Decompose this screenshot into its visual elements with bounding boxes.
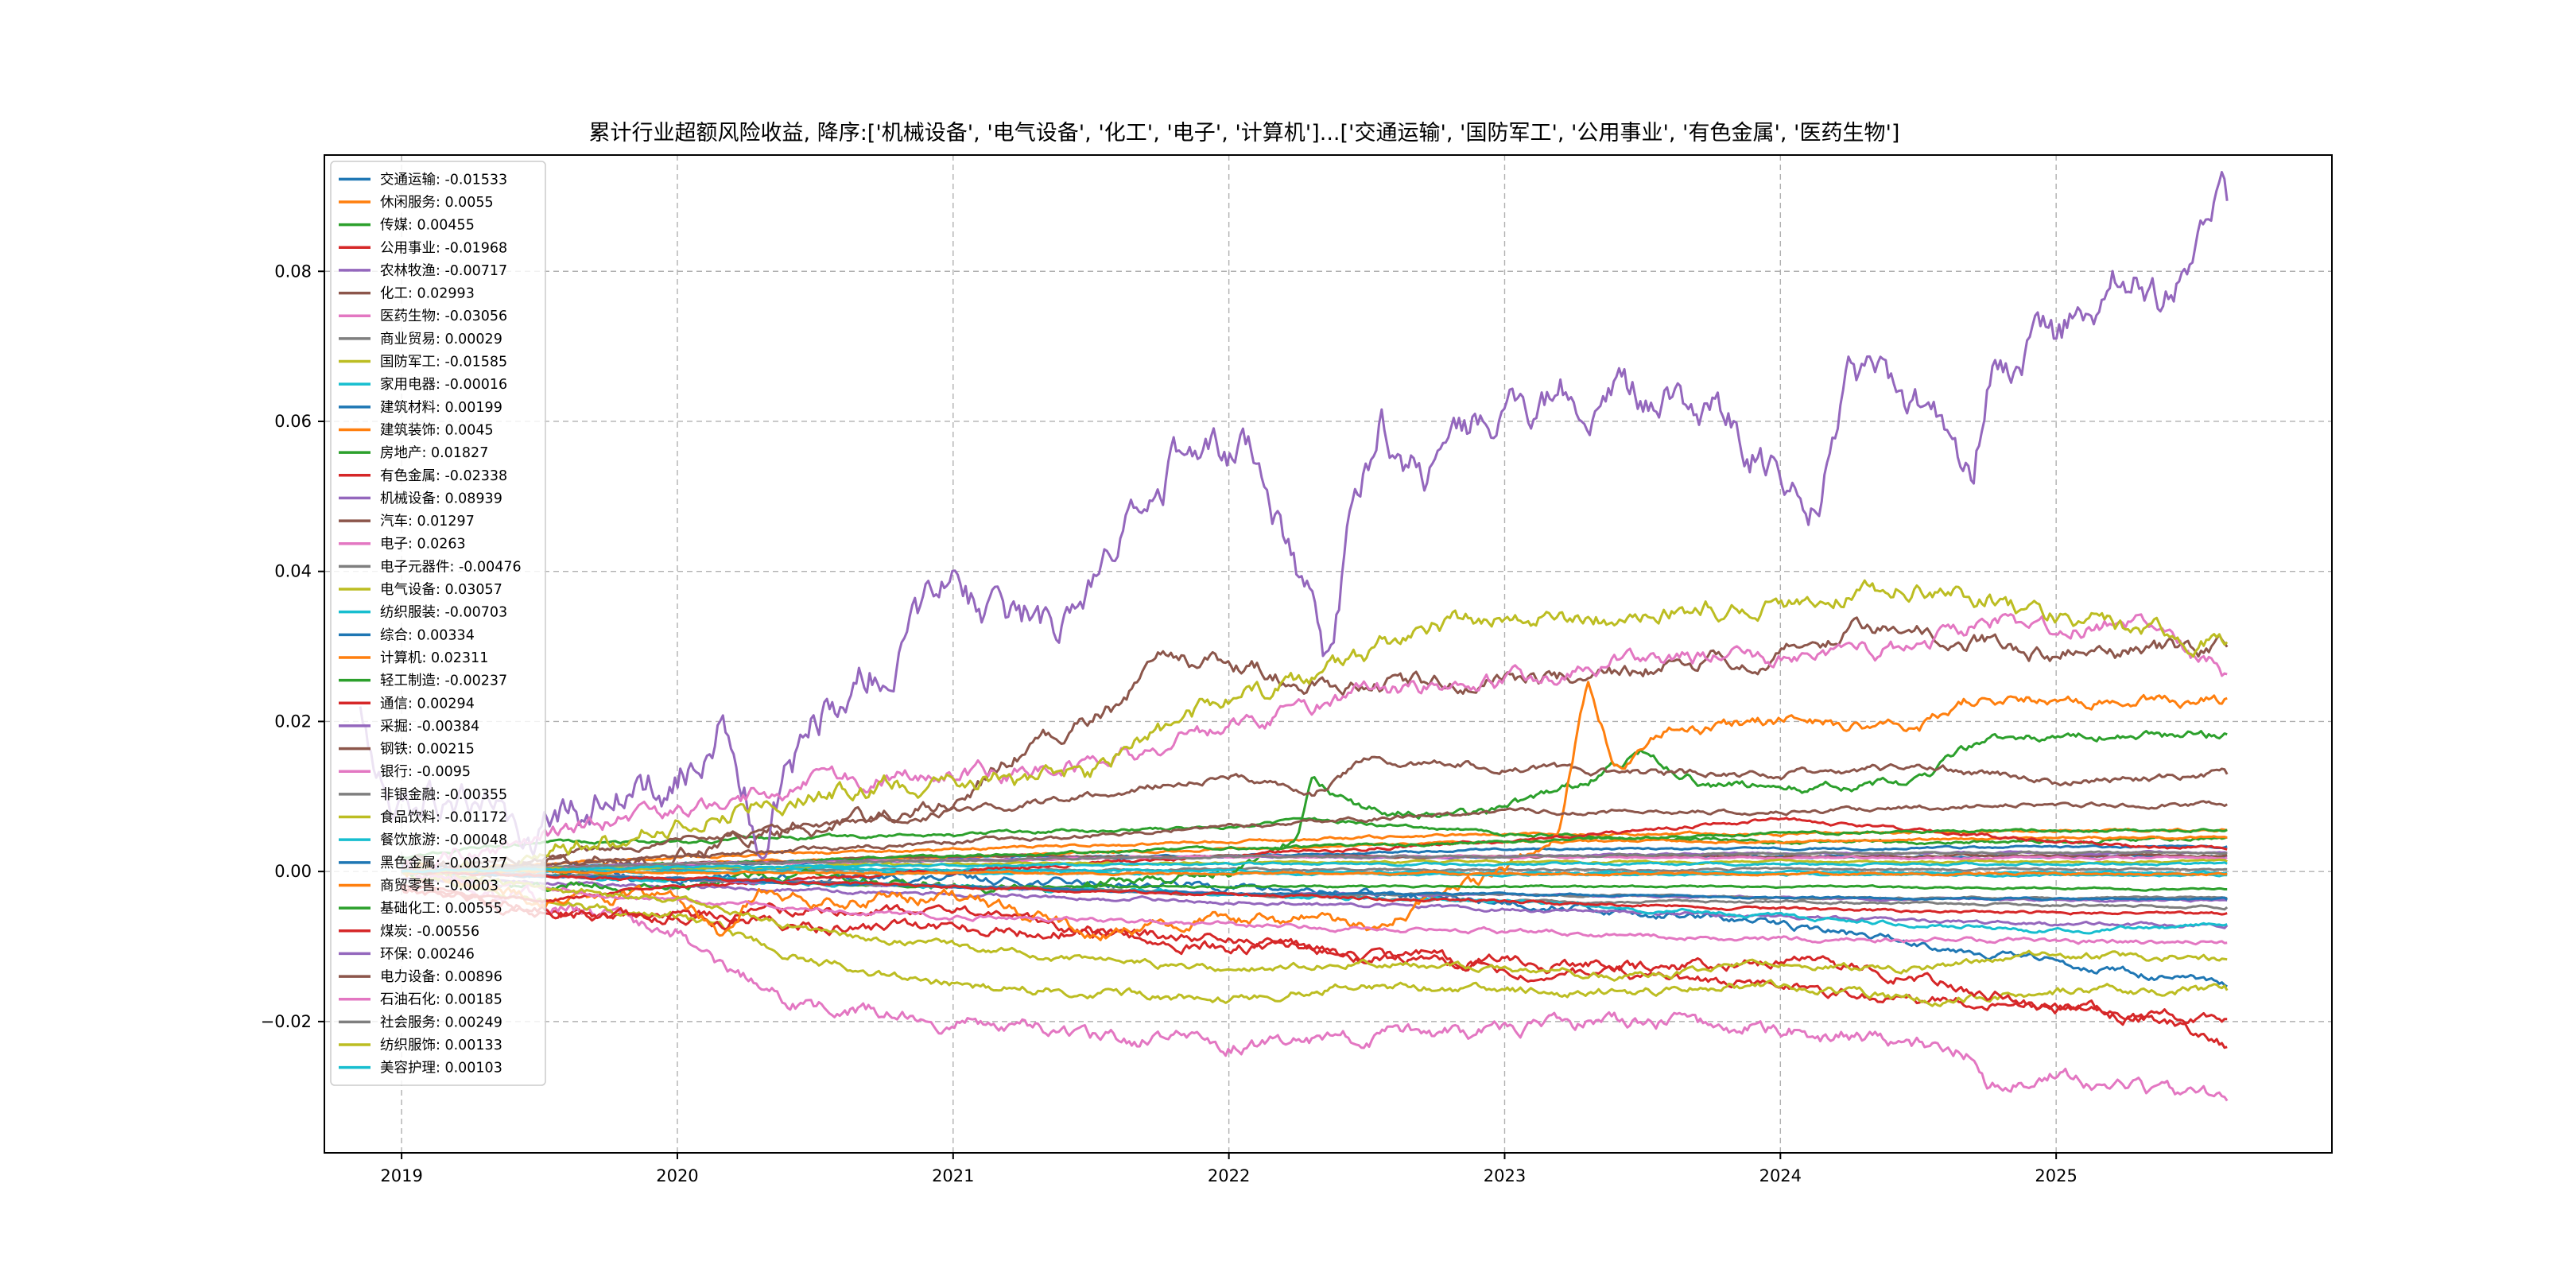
legend-label: 环保: 0.00246 xyxy=(380,946,475,962)
legend-label: 纺织服饰: 0.00133 xyxy=(380,1038,502,1053)
x-tick-label: 2019 xyxy=(380,1166,422,1185)
legend-label: 基础化工: 0.00555 xyxy=(380,901,502,917)
y-tick-label: 0.06 xyxy=(274,412,312,431)
series-line xyxy=(400,865,2229,1102)
series-line xyxy=(401,730,2228,894)
legend-box xyxy=(330,161,546,1086)
legend-label: 商贸零售: -0.0003 xyxy=(380,878,499,894)
x-tick-label: 2023 xyxy=(1484,1166,1526,1185)
series-line xyxy=(401,861,2228,874)
legend-label: 餐饮旅游: -0.00048 xyxy=(380,832,507,848)
x-axis: 2019 2020 2021 2022 2023 2024 2025 xyxy=(380,1153,2077,1185)
series-line xyxy=(402,877,2229,929)
legend-label: 公用事业: -0.01968 xyxy=(380,240,507,256)
y-tick-label: 0.02 xyxy=(274,712,312,731)
legend-label: 银行: -0.0095 xyxy=(380,764,471,780)
legend-label: 房地产: 0.01827 xyxy=(380,445,488,461)
legend-label: 交通运输: -0.01533 xyxy=(380,172,507,188)
series-line xyxy=(401,869,2229,902)
series-line xyxy=(402,858,2228,873)
series-line xyxy=(402,681,2228,941)
legend-label: 国防军工: -0.01585 xyxy=(380,355,507,370)
series-line xyxy=(359,171,2229,860)
legend-label: 商业贸易: 0.00029 xyxy=(380,332,502,347)
legend-label: 社会服务: 0.00249 xyxy=(380,1014,502,1030)
legend-label: 汽车: 0.01297 xyxy=(380,514,475,530)
series-line xyxy=(401,579,2229,883)
series-line xyxy=(401,869,2228,877)
series-line xyxy=(400,616,2229,879)
series-line xyxy=(401,817,2228,859)
legend-label: 建筑装饰: 0.0045 xyxy=(380,422,494,438)
legend-label: 钢铁: 0.00215 xyxy=(380,742,475,758)
legend-label: 采掘: -0.00384 xyxy=(380,719,479,735)
legend-label: 通信: 0.00294 xyxy=(380,696,475,712)
legend-label: 电子: 0.0263 xyxy=(380,537,466,553)
y-tick-label: 0.04 xyxy=(274,562,312,581)
legend-label: 食品饮料: -0.01172 xyxy=(380,810,507,826)
legend-label: 电力设备: 0.00896 xyxy=(380,969,502,985)
series-lines xyxy=(359,171,2229,1102)
series-line xyxy=(402,800,2228,875)
chart-title: 累计行业超额风险收益, 降序:['机械设备', '电气设备', '化工', '电… xyxy=(589,121,1900,145)
legend-label: 医药生物: -0.03056 xyxy=(380,308,507,324)
y-tick-label: −0.02 xyxy=(261,1012,312,1031)
y-tick-label: 0.00 xyxy=(274,862,312,881)
y-tick-label: 0.08 xyxy=(274,262,312,281)
legend-label: 计算机: 0.02311 xyxy=(380,650,488,666)
legend-label: 纺织服装: -0.00703 xyxy=(380,605,507,621)
legend: 交通运输: -0.01533 休闲服务: 0.0055 传媒: 0.00455 公用事… xyxy=(330,161,546,1086)
legend-label: 建筑材料: 0.00199 xyxy=(380,400,502,416)
legend-label: 综合: 0.00334 xyxy=(380,627,475,643)
x-tick-label: 2024 xyxy=(1759,1166,1802,1185)
x-tick-label: 2020 xyxy=(656,1166,698,1185)
legend-label: 轻工制造: -0.00237 xyxy=(380,673,507,689)
legend-label: 休闲服务: 0.0055 xyxy=(380,195,494,211)
legend-label: 家用电器: -0.00016 xyxy=(380,377,507,393)
series-line xyxy=(401,870,2228,946)
x-tick-label: 2025 xyxy=(2035,1166,2077,1185)
legend-label: 有色金属: -0.02338 xyxy=(380,468,507,484)
plot-frame xyxy=(324,154,2333,1154)
legend-label: 传媒: 0.00455 xyxy=(380,218,475,234)
legend-label: 石油石化: 0.00185 xyxy=(380,992,502,1008)
series-line xyxy=(401,870,2228,916)
series-line xyxy=(401,755,2229,875)
series-line xyxy=(400,613,2228,872)
legend-label: 非银金融: -0.00355 xyxy=(380,787,507,803)
legend-label: 煤炭: -0.00556 xyxy=(380,924,479,940)
legend-label: 黑色金属: -0.00377 xyxy=(380,855,507,871)
legend-label: 电气设备: 0.03057 xyxy=(380,582,502,598)
series-line xyxy=(401,850,2228,874)
legend-label: 美容护理: 0.00103 xyxy=(380,1061,502,1077)
series-line xyxy=(401,867,2228,982)
legend-label: 电子元器件: -0.00476 xyxy=(380,559,522,575)
series-line xyxy=(401,817,2228,903)
legend-label: 化工: 0.02993 xyxy=(380,286,475,302)
legend-label: 机械设备: 0.08939 xyxy=(380,491,502,506)
y-axis: −0.02 0.00 0.02 0.04 0.06 0.08 xyxy=(261,262,324,1031)
x-tick-label: 2021 xyxy=(932,1166,974,1185)
x-tick-label: 2022 xyxy=(1208,1166,1250,1185)
legend-label: 农林牧渔: -0.00717 xyxy=(380,263,507,279)
